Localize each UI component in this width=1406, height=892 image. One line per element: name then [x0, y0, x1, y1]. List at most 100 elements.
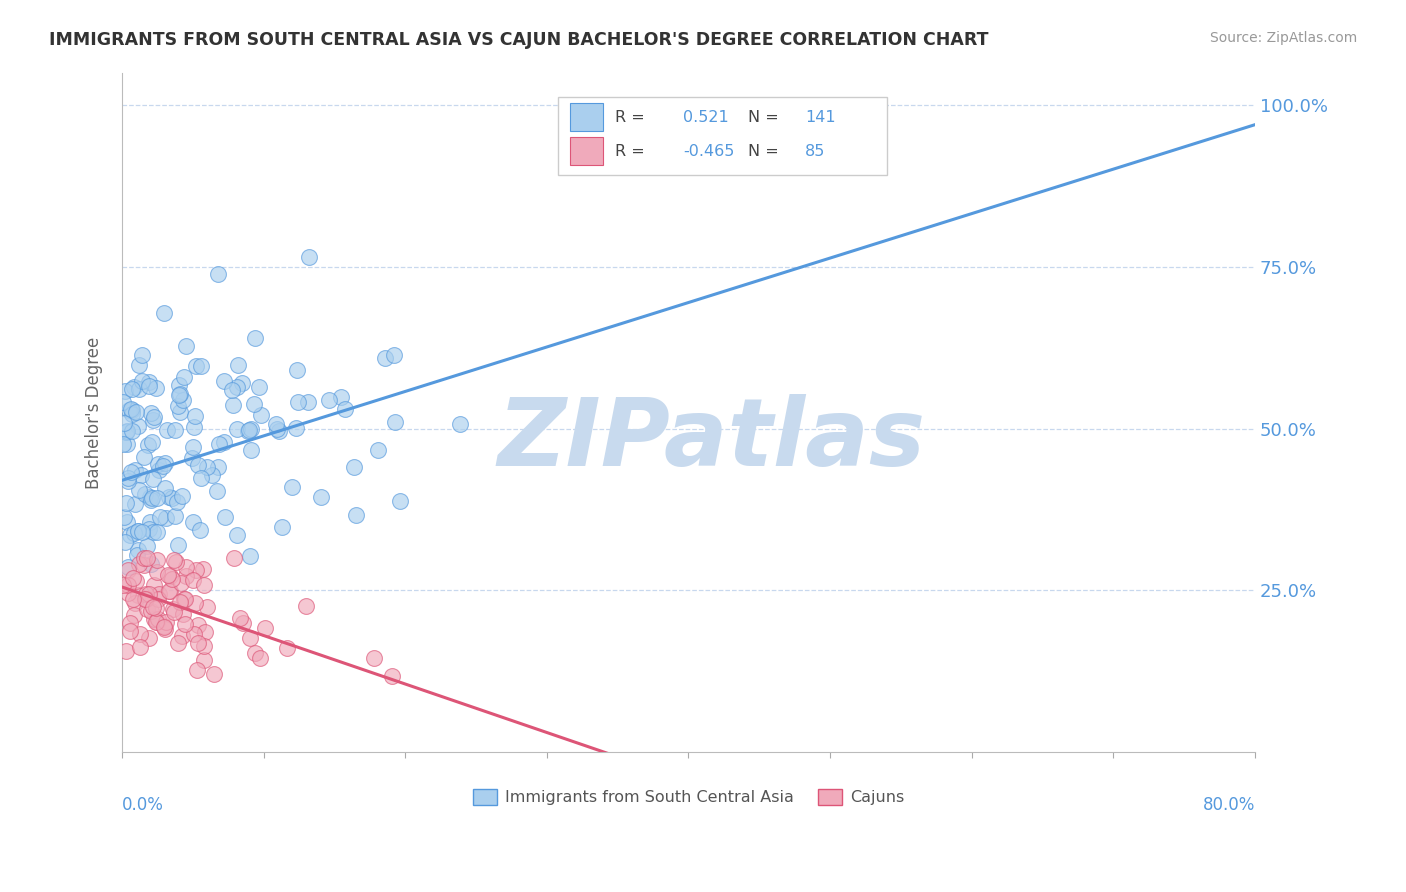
- Point: [201, 468, 224, 483]
- Point: [159, 491, 181, 505]
- Point: [131, 524, 153, 539]
- Point: [166, 495, 188, 509]
- Point: [139, 493, 162, 508]
- Point: [148, 587, 170, 601]
- Text: N =: N =: [748, 110, 779, 125]
- Point: [127, 542, 149, 557]
- Point: [135, 587, 157, 601]
- Point: [134, 487, 156, 501]
- Point: [120, 465, 142, 479]
- Point: [153, 306, 176, 320]
- Point: [388, 494, 411, 508]
- Point: [125, 548, 148, 562]
- Point: [145, 615, 167, 629]
- Point: [238, 423, 260, 437]
- Point: [142, 599, 165, 614]
- Point: [243, 331, 266, 345]
- Point: [183, 626, 205, 640]
- Point: [181, 450, 204, 465]
- Point: [134, 550, 156, 565]
- Point: [173, 370, 195, 384]
- Point: [226, 528, 249, 542]
- Point: [117, 562, 139, 576]
- Point: [318, 393, 340, 408]
- Point: [239, 443, 262, 458]
- Point: [143, 612, 166, 626]
- Point: [264, 417, 287, 431]
- Point: [124, 462, 146, 476]
- Legend: Immigrants from South Central Asia, Cajuns: Immigrants from South Central Asia, Caju…: [467, 782, 910, 812]
- Point: [132, 558, 155, 572]
- Point: [170, 576, 193, 591]
- Point: [284, 421, 307, 435]
- Point: [112, 394, 135, 409]
- Point: [139, 604, 162, 618]
- Point: [143, 409, 166, 424]
- Point: [239, 421, 262, 435]
- Point: [121, 425, 143, 439]
- Point: [165, 555, 187, 569]
- Text: -0.465: -0.465: [683, 144, 734, 159]
- Point: [232, 616, 254, 631]
- Point: [270, 520, 292, 534]
- Point: [138, 376, 160, 390]
- Point: [117, 437, 139, 451]
- FancyBboxPatch shape: [569, 136, 603, 165]
- Point: [169, 405, 191, 419]
- Point: [382, 348, 405, 362]
- Point: [190, 470, 212, 484]
- Point: [142, 471, 165, 485]
- Point: [155, 615, 177, 629]
- Point: [148, 592, 170, 607]
- Point: [135, 539, 157, 553]
- Point: [167, 635, 190, 649]
- Point: [118, 403, 141, 417]
- Point: [121, 592, 143, 607]
- Point: [181, 515, 204, 529]
- Point: [157, 583, 180, 598]
- Point: [128, 382, 150, 396]
- Point: [121, 382, 143, 396]
- Point: [118, 615, 141, 630]
- Point: [165, 508, 187, 523]
- Text: ZIPatlas: ZIPatlas: [498, 393, 925, 485]
- Point: [125, 405, 148, 419]
- Point: [167, 387, 190, 401]
- Point: [117, 577, 139, 591]
- Point: [125, 574, 148, 588]
- Point: [172, 607, 194, 621]
- Point: [242, 397, 264, 411]
- Point: [146, 457, 169, 471]
- Point: [188, 524, 211, 538]
- Point: [297, 395, 319, 409]
- Text: 0.521: 0.521: [683, 110, 728, 125]
- Point: [128, 483, 150, 498]
- Point: [165, 423, 187, 437]
- Point: [112, 578, 135, 592]
- Point: [281, 480, 304, 494]
- Point: [193, 653, 215, 667]
- Point: [287, 363, 309, 377]
- Point: [163, 553, 186, 567]
- Point: [287, 395, 309, 409]
- Point: [152, 458, 174, 473]
- Point: [121, 402, 143, 417]
- Point: [169, 387, 191, 401]
- Point: [167, 378, 190, 392]
- FancyBboxPatch shape: [558, 96, 887, 175]
- Point: [138, 379, 160, 393]
- Point: [222, 551, 245, 566]
- Point: [226, 380, 249, 394]
- Point: [155, 482, 177, 496]
- Point: [226, 358, 249, 372]
- Point: [128, 358, 150, 372]
- Point: [190, 359, 212, 374]
- Point: [214, 510, 236, 524]
- Point: [238, 425, 260, 439]
- Point: [121, 407, 143, 421]
- Point: [329, 390, 352, 404]
- Point: [153, 620, 176, 634]
- Point: [160, 491, 183, 505]
- Point: [128, 557, 150, 571]
- Point: [184, 563, 207, 577]
